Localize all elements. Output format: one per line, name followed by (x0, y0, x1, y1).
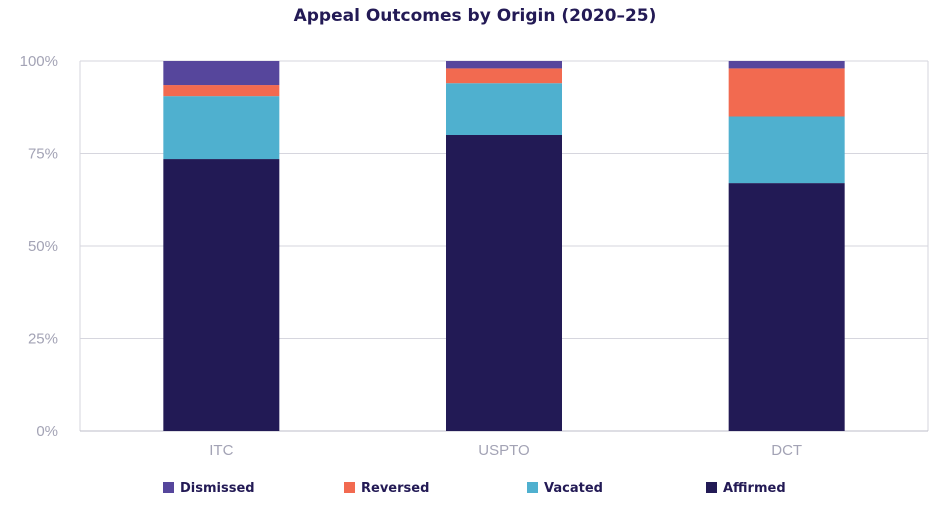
legend: Dismissed Reversed Vacated Affirmed (163, 481, 786, 496)
bar-segment-vacated (446, 83, 562, 135)
legend-label-dismissed: Dismissed (180, 481, 255, 496)
y-tick-label: 100% (20, 53, 58, 70)
bar-segment-dismissed (728, 61, 845, 69)
legend-swatch-dismissed (163, 482, 174, 493)
y-tick-label: 75% (28, 146, 58, 163)
x-tick-label: USPTO (478, 442, 529, 459)
legend-label-reversed: Reversed (361, 481, 429, 496)
legend-swatch-vacated (527, 482, 538, 493)
bar-segment-affirmed (728, 183, 845, 431)
bar-segment-reversed (163, 85, 280, 97)
x-tick-label: ITC (209, 442, 233, 459)
y-tick-label: 50% (28, 238, 58, 255)
chart-title: Appeal Outcomes by Origin (2020–25) (293, 6, 657, 26)
y-tick-label: 25% (28, 331, 58, 348)
bar-segment-vacated (728, 116, 845, 184)
y-tick-label: 0% (36, 423, 58, 440)
bar-segment-reversed (446, 68, 562, 84)
bar-segment-affirmed (446, 135, 562, 431)
bar-layer (163, 61, 845, 432)
legend-swatch-reversed (344, 482, 355, 493)
bar-segment-reversed (728, 68, 845, 117)
legend-label-vacated: Vacated (544, 481, 603, 496)
x-tick-label: DCT (771, 442, 802, 459)
legend-swatch-affirmed (706, 482, 717, 493)
bar-segment-vacated (163, 96, 280, 160)
axis-layer: 0% 25% 50% 75% 100% ITC USPTO DCT (20, 53, 802, 459)
bar-segment-affirmed (163, 159, 280, 432)
bar-segment-dismissed (446, 61, 562, 69)
legend-label-affirmed: Affirmed (723, 481, 786, 496)
bar-segment-dismissed (163, 61, 280, 86)
